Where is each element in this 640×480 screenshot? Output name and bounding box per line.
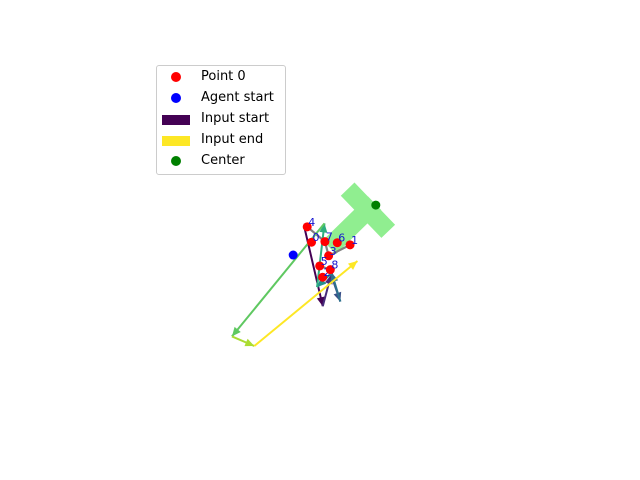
legend-patch-input-end-icon — [162, 136, 190, 146]
point-label-1: 1 — [351, 234, 358, 247]
point-label-7: 7 — [326, 231, 333, 244]
input-path-arrowhead-6 — [231, 326, 241, 337]
legend-label-input-end: Input end — [201, 132, 264, 147]
point-marker-4 — [302, 222, 312, 232]
legend-label-center: Center — [201, 153, 245, 168]
input-path-arrowhead-5 — [319, 223, 328, 233]
point-marker-8 — [325, 265, 335, 275]
legend-item-center: Center — [157, 151, 285, 171]
legend-label-input-start: Input start — [201, 111, 270, 126]
point-marker-1 — [345, 240, 355, 250]
point-marker-2 — [318, 272, 328, 282]
center-marker — [371, 200, 381, 210]
input-path-arrowhead-3 — [330, 272, 339, 283]
legend-patch-input-start-icon — [162, 115, 190, 125]
legend-item-input-start: Input start — [157, 109, 285, 129]
legend-marker-point-icon — [171, 72, 181, 82]
point-label-0: 0 — [313, 231, 320, 244]
legend-marker-center-icon — [171, 156, 181, 166]
legend-label-point: Point 0 — [201, 69, 246, 84]
point-marker-6 — [332, 238, 342, 248]
chart-legend: Point 0 Agent start Input start Input en… — [156, 65, 286, 175]
legend-label-agent-start: Agent start — [201, 90, 274, 105]
point-label-6: 6 — [338, 232, 345, 245]
input-path-arrowhead-4 — [317, 277, 327, 288]
point-marker-3 — [324, 251, 334, 261]
legend-marker-agent-start-icon — [171, 93, 181, 103]
agent-start-marker — [288, 250, 298, 260]
legend-item-point: Point 0 — [157, 67, 285, 87]
point-label-8: 8 — [331, 259, 338, 272]
point-marker-0 — [307, 237, 317, 247]
point-label-3: 3 — [330, 245, 337, 258]
input-path-arrowhead-7 — [244, 338, 255, 347]
point-label-4: 4 — [308, 216, 315, 229]
point-marker-7 — [320, 237, 330, 247]
point-marker-5 — [315, 261, 325, 271]
target-shape-segment-1 — [322, 196, 382, 255]
input-path-segment-8 — [253, 260, 359, 347]
legend-item-agent-start: Agent start — [157, 88, 285, 108]
legend-item-input-end: Input end — [157, 130, 285, 150]
point-label-5: 5 — [321, 255, 328, 268]
input-path-arrowhead-8 — [347, 261, 358, 270]
